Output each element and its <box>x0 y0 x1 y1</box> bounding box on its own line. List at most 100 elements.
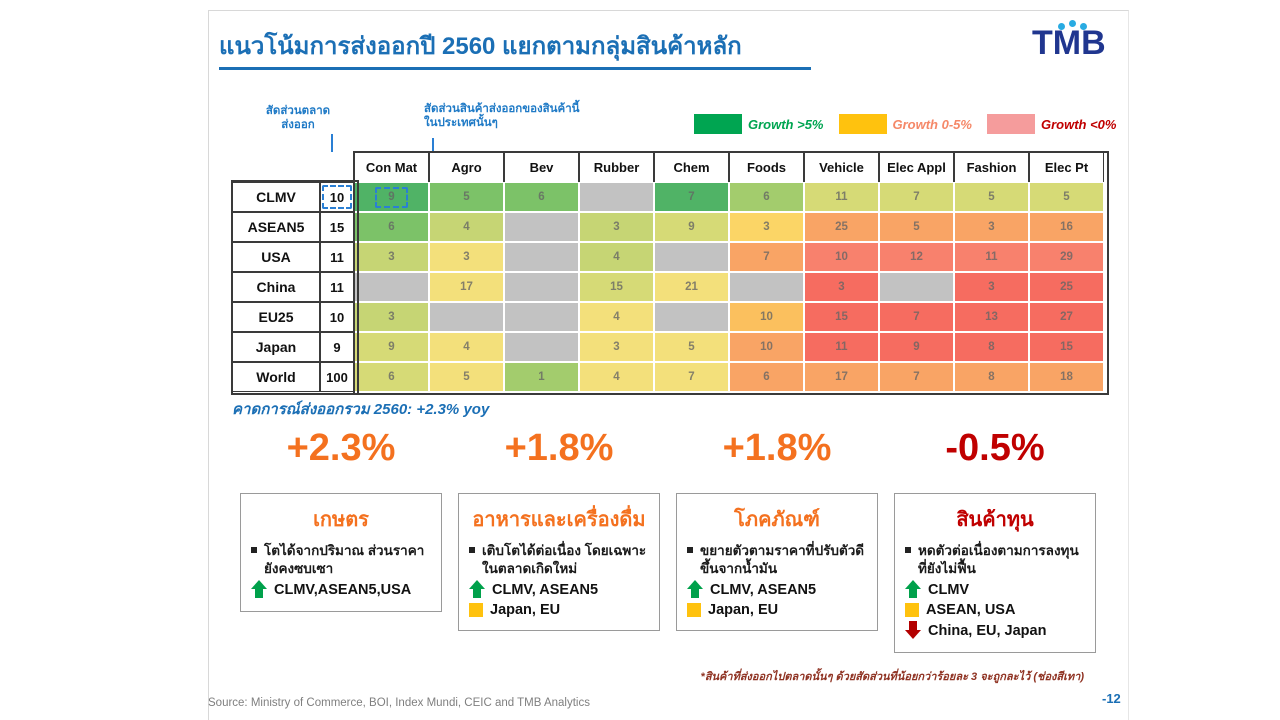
legend-item: Growth <0% <box>986 114 1116 134</box>
column-header: Foods <box>729 152 804 183</box>
heatmap-cell: 13 <box>954 302 1029 332</box>
market-share-cell: 10 <box>320 302 354 332</box>
column-header: Fashion <box>954 152 1029 183</box>
source-line: Source: Ministry of Commerce, BOI, Index… <box>208 697 590 709</box>
market-direction-item: China, EU, Japan <box>905 621 1085 640</box>
heatmap-cell: 4 <box>429 332 504 362</box>
heatmap-cell: 5 <box>879 212 954 242</box>
up-arrow-icon <box>469 580 485 599</box>
row-label: Japan <box>232 332 320 362</box>
heatmap-cell: 11 <box>954 242 1029 272</box>
heatmap-cell: 5 <box>954 182 1029 212</box>
market-direction-label: CLMV, ASEAN5 <box>710 581 817 598</box>
bullet-square-icon <box>469 547 475 553</box>
heatmap-corner <box>320 152 354 181</box>
flat-square-icon <box>905 603 919 618</box>
heatmap-cell: 3 <box>429 242 504 272</box>
bullet-square-icon <box>687 547 693 553</box>
highlight-dashed-box <box>322 185 352 209</box>
heatmap-cell: 3 <box>354 242 429 272</box>
legend-swatch <box>838 114 887 134</box>
logo-dot-icon <box>1069 20 1076 27</box>
legend-label: Growth 0-5% <box>892 116 972 132</box>
row-label: CLMV <box>232 182 320 212</box>
row-label: USA <box>232 242 320 272</box>
heatmap-cell: 17 <box>429 272 504 302</box>
market-share-cell: 15 <box>320 212 354 242</box>
arrow-stem <box>255 589 263 599</box>
logo-dot-icon <box>1080 23 1087 30</box>
heatmap-cell: 4 <box>579 302 654 332</box>
growth-highlights: +2.3% +1.8% +1.8% -0.5% <box>240 427 1096 470</box>
heatmap-cell: 7 <box>879 302 954 332</box>
market-direction-item: CLMV, ASEAN5 <box>469 580 649 599</box>
column-header: Rubber <box>579 152 654 183</box>
logo-dot-icon <box>1058 23 1065 30</box>
bullet-square-icon <box>905 547 911 553</box>
arrow-stem <box>909 589 917 599</box>
market-share-cell: 11 <box>320 272 354 302</box>
category-boxes: เกษตร โตได้จากปริมาณ ส่วนราคายังคงซบเซา CL… <box>240 493 1096 654</box>
page-title: แนวโน้มการส่งออกปี 2560 แยกตามกลุ่มสินค้… <box>219 33 742 60</box>
up-arrow-icon <box>905 580 921 599</box>
heatmap-cell: 7 <box>729 242 804 272</box>
heatmap-cell: 7 <box>654 362 729 392</box>
heatmap-cell <box>579 182 654 212</box>
market-direction-item: Japan, EU <box>469 602 649 618</box>
heatmap-cell: 8 <box>954 362 1029 392</box>
category-bullet-text: โตได้จากปริมาณ ส่วนราคายังคงซบเซา <box>264 543 425 576</box>
heatmap-cell: 3 <box>729 212 804 242</box>
heatmap-cell: 15 <box>804 302 879 332</box>
growth-legend: Growth >5% Growth 0-5% Growth <0% <box>694 114 1116 134</box>
market-direction-item: CLMV <box>905 580 1085 599</box>
heatmap-cell: 11 <box>804 182 879 212</box>
category-title: อาหารและเครื่องดื่ม <box>472 509 646 531</box>
heatmap-cell <box>354 272 429 302</box>
heatmap-cell: 5 <box>429 362 504 392</box>
heatmap-cell: 3 <box>579 212 654 242</box>
heatmap-cell: 6 <box>729 362 804 392</box>
heatmap-cell: 21 <box>654 272 729 302</box>
column-header: Chem <box>654 152 729 183</box>
heatmap-cell <box>504 302 579 332</box>
market-direction-item: CLMV, ASEAN5 <box>687 580 867 599</box>
footnote: *สินค้าที่ส่งออกไปตลาดนั้นๆ ด้วยสัดส่วนท… <box>700 671 1084 683</box>
arrow-head <box>905 630 921 640</box>
heatmap-cell: 15 <box>1029 332 1104 362</box>
heatmap-cell <box>429 302 504 332</box>
growth-percent: +1.8% <box>504 427 614 469</box>
market-direction-item: ASEAN, USA <box>905 602 1085 618</box>
heatmap-cell: 25 <box>1029 272 1104 302</box>
heatmap-cell: 6 <box>354 362 429 392</box>
row-label: EU25 <box>232 302 320 332</box>
growth-percent: -0.5% <box>945 427 1045 469</box>
heatmap-cell <box>729 272 804 302</box>
growth-percent: +1.8% <box>722 427 832 469</box>
market-direction-label: Japan, EU <box>490 602 561 619</box>
market-direction-item: CLMV,ASEAN5,USA <box>251 580 431 599</box>
row-label: World <box>232 362 320 392</box>
column-header: Bev <box>504 152 579 183</box>
heatmap-cell <box>504 272 579 302</box>
up-arrow-icon <box>251 580 267 599</box>
heatmap-cell: 4 <box>429 212 504 242</box>
highlight-dashed-box: 9 <box>375 186 408 208</box>
market-share-cell: 10 <box>320 182 354 212</box>
row-label: China <box>232 272 320 302</box>
heatmap-cell: 3 <box>954 212 1029 242</box>
heatmap-cell <box>504 332 579 362</box>
legend-item: Growth >5% <box>694 114 824 134</box>
arrow-stem <box>691 589 699 599</box>
export-heatmap-table: Con Mat Agro Bev Rubber Chem Foods Vehicle Elec… <box>232 152 1104 392</box>
heatmap-cell <box>504 242 579 272</box>
growth-percent: +2.3% <box>286 427 396 469</box>
heatmap-cell: 8 <box>954 332 1029 362</box>
category-title: โภคภัณฑ์ <box>734 509 820 531</box>
category-box: โภคภัณฑ์ ขยายตัวตามราคาที่ปรับตัวดีขึ้นจา… <box>676 493 878 632</box>
market-direction-label: CLMV <box>928 581 970 598</box>
heatmap-cell: 6 <box>504 182 579 212</box>
page-number: -12 <box>1102 691 1121 706</box>
annotation-market-share: สัดส่วนตลาด ส่งออก <box>265 105 331 132</box>
heatmap-cell <box>879 272 954 302</box>
heatmap-cell: 3 <box>954 272 1029 302</box>
